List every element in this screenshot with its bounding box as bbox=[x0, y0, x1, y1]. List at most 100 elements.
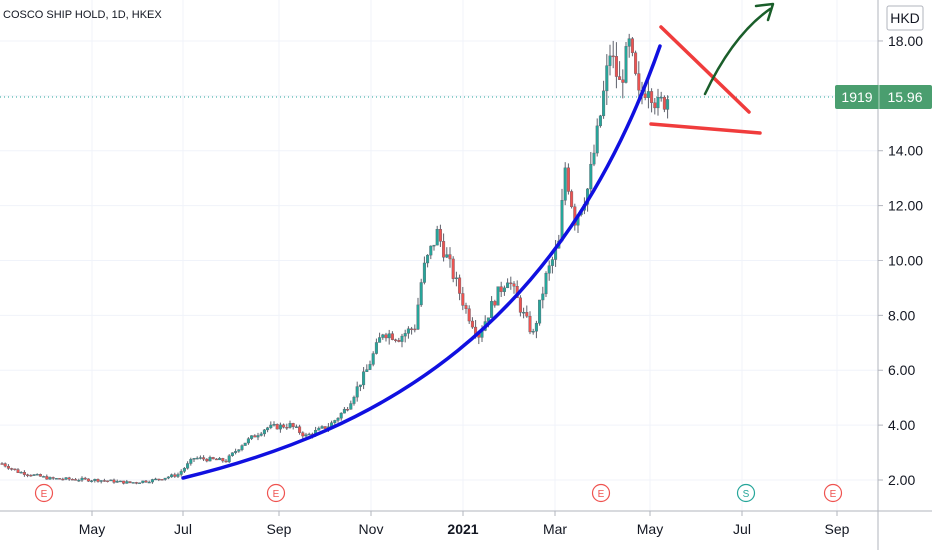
candle-body bbox=[592, 152, 596, 165]
triangle-lower-line[interactable] bbox=[649, 122, 762, 135]
candle-body bbox=[384, 334, 388, 339]
candle-body bbox=[234, 451, 238, 453]
candle-body bbox=[173, 474, 177, 477]
candle-body bbox=[429, 245, 433, 256]
candle-body bbox=[317, 427, 321, 431]
candle-body bbox=[67, 477, 71, 480]
candle-body bbox=[19, 472, 23, 474]
candle-body bbox=[99, 480, 103, 482]
candle-body bbox=[230, 452, 234, 456]
candle-body bbox=[627, 38, 631, 47]
candle-body bbox=[240, 445, 244, 450]
candle-body bbox=[659, 96, 663, 99]
candle-body bbox=[205, 458, 209, 462]
candle-body bbox=[214, 458, 218, 461]
candle-body bbox=[502, 287, 506, 292]
event-marker[interactable] bbox=[266, 483, 286, 503]
candle-body bbox=[32, 474, 36, 476]
x-tick-label: Sep bbox=[267, 521, 292, 537]
candle-body bbox=[163, 477, 167, 480]
time-axis[interactable]: May Jul Sep Nov 2021 Mar May Jul Sep bbox=[79, 511, 850, 537]
candle-body bbox=[496, 286, 500, 306]
candle-body bbox=[42, 476, 46, 478]
candle-body bbox=[58, 478, 62, 480]
candle-body bbox=[294, 426, 298, 428]
candle-body bbox=[547, 265, 551, 274]
event-marker[interactable] bbox=[736, 483, 756, 503]
candle-body bbox=[634, 52, 638, 74]
candle-body bbox=[656, 96, 660, 109]
candle-body bbox=[6, 465, 10, 469]
y-tick-label: 4.00 bbox=[888, 417, 915, 433]
x-tick-label: Nov bbox=[359, 521, 384, 537]
candle-body bbox=[458, 277, 462, 294]
candle-body bbox=[109, 479, 113, 482]
candle-body bbox=[621, 79, 625, 83]
candle-body bbox=[442, 241, 446, 258]
candle-body bbox=[646, 91, 650, 98]
candle-body bbox=[544, 272, 548, 295]
candle-body bbox=[307, 433, 311, 436]
candle-body bbox=[131, 482, 135, 484]
candle-body bbox=[499, 286, 503, 292]
candle-body bbox=[182, 468, 186, 472]
candle-body bbox=[566, 167, 570, 192]
candle-body bbox=[224, 460, 228, 463]
candle-body bbox=[598, 115, 602, 127]
x-tick-label: Jul bbox=[733, 521, 751, 537]
badge-price: 15.96 bbox=[887, 89, 922, 105]
event-marker[interactable] bbox=[591, 483, 611, 503]
candle-body bbox=[570, 191, 574, 207]
y-tick-label: 12.00 bbox=[888, 198, 923, 214]
candle-body bbox=[218, 458, 222, 461]
candle-body bbox=[490, 301, 494, 318]
candle-body bbox=[112, 479, 116, 483]
candle-body bbox=[509, 282, 513, 285]
event-marker[interactable] bbox=[823, 483, 843, 503]
candle-body bbox=[653, 102, 657, 109]
candle-body bbox=[64, 477, 68, 480]
candle-body bbox=[493, 301, 497, 306]
candle-body bbox=[630, 38, 634, 53]
y-tick-label: 8.00 bbox=[888, 307, 915, 323]
candle-body bbox=[454, 277, 458, 280]
candle-body bbox=[413, 328, 417, 331]
currency-label: HKD bbox=[890, 10, 920, 26]
candles bbox=[0, 33, 670, 485]
candle-body bbox=[48, 477, 52, 480]
candle-body bbox=[83, 477, 87, 480]
candle-body bbox=[291, 423, 295, 428]
candle-body bbox=[10, 468, 14, 470]
parabolic-curve-drawing[interactable] bbox=[181, 44, 662, 480]
y-tick-label: 10.00 bbox=[888, 252, 923, 268]
candle-body bbox=[602, 90, 606, 117]
candle-body bbox=[282, 424, 286, 428]
x-tick-label: Mar bbox=[543, 521, 567, 537]
candle-body bbox=[176, 474, 180, 477]
candle-body bbox=[74, 479, 78, 481]
currency-button[interactable] bbox=[886, 5, 924, 31]
candle-body bbox=[250, 435, 254, 439]
candle-body bbox=[438, 229, 442, 242]
candle-body bbox=[70, 478, 74, 481]
candle-body bbox=[102, 480, 106, 482]
candle-body bbox=[637, 73, 641, 91]
candle-body bbox=[374, 342, 378, 354]
candle-body bbox=[237, 449, 241, 452]
candle-body bbox=[534, 322, 538, 332]
candle-body bbox=[390, 333, 394, 340]
candle-body bbox=[77, 479, 81, 482]
candle-body bbox=[397, 339, 401, 342]
candle-body bbox=[147, 481, 151, 484]
candle-body bbox=[563, 167, 567, 201]
candle-body bbox=[150, 479, 154, 483]
grid bbox=[0, 0, 878, 511]
candle-body bbox=[186, 463, 190, 469]
candle-body bbox=[506, 282, 510, 289]
triangle-upper-line[interactable] bbox=[659, 25, 751, 114]
candle-body bbox=[304, 434, 308, 437]
event-marker[interactable] bbox=[34, 483, 54, 503]
candle-body bbox=[541, 293, 545, 301]
arrow-drawing[interactable] bbox=[703, 7, 772, 96]
